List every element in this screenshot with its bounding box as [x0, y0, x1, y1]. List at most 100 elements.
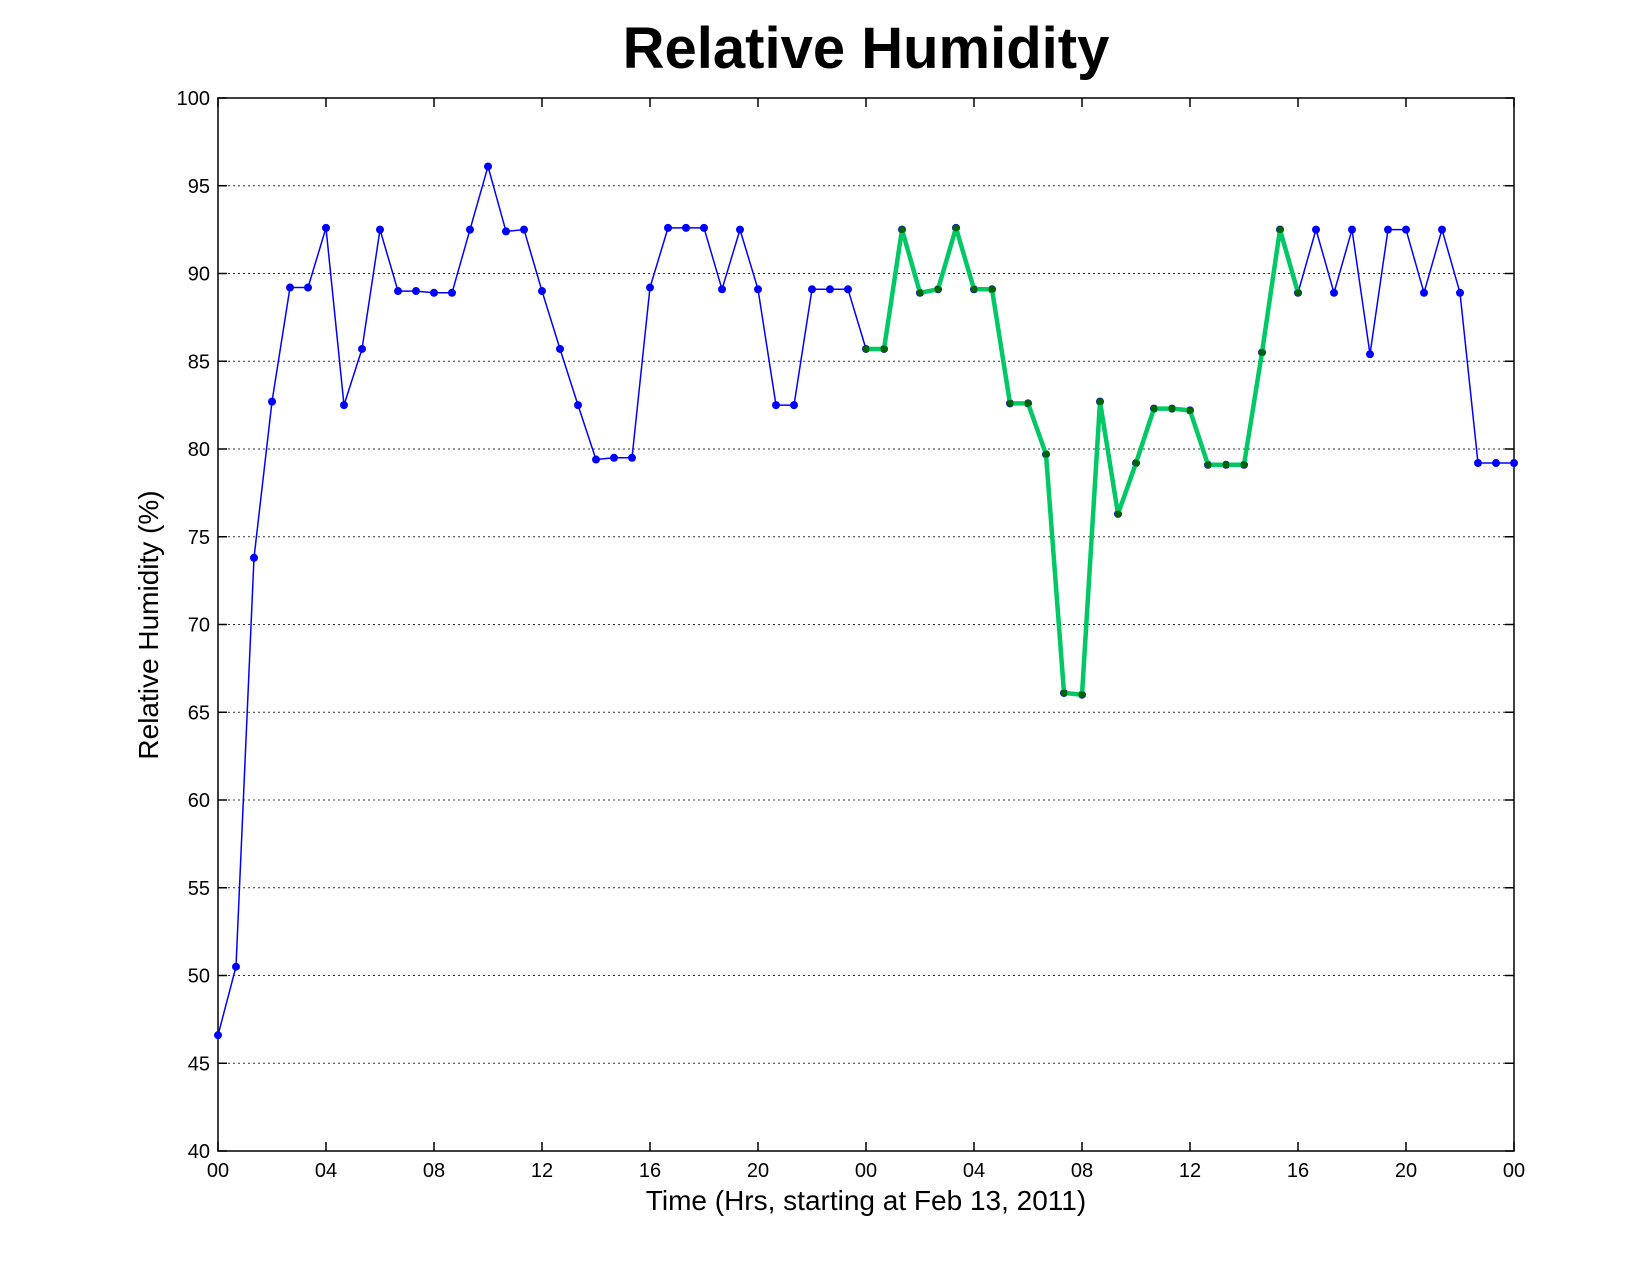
x-axis-label: Time (Hrs, starting at Feb 13, 2011) [646, 1185, 1086, 1216]
data-point [1384, 225, 1392, 234]
data-point [286, 283, 294, 292]
x-tick-label: 08 [423, 1160, 445, 1182]
data-point [1492, 459, 1500, 468]
data-point [1168, 405, 1176, 413]
data-point [592, 455, 600, 464]
data-point [340, 401, 348, 410]
axis-ticks: 40 45 50 55 60 65 70 75 80 85 90 95 100 00 04 08 12 16 20 0… [177, 88, 1526, 1182]
data-point [574, 401, 582, 410]
data-point [1510, 459, 1518, 468]
data-point [304, 283, 312, 292]
data-point [1240, 461, 1248, 469]
data-point [1024, 399, 1032, 407]
data-point [1222, 461, 1230, 469]
y-tick-label: 40 [188, 1141, 210, 1163]
data-point [250, 553, 258, 562]
data-point [394, 287, 402, 296]
x-tick-label: 20 [1395, 1160, 1417, 1182]
data-point [1096, 398, 1104, 406]
data-point [1006, 399, 1014, 407]
data-point [358, 344, 366, 353]
x-tick-label: 20 [747, 1160, 769, 1182]
data-point [268, 397, 276, 406]
x-tick-label: 16 [639, 1160, 661, 1182]
y-tick-label: 90 [188, 264, 210, 286]
data-point [1474, 459, 1482, 468]
data-point [790, 401, 798, 410]
y-tick-label: 100 [177, 88, 210, 110]
data-point [214, 1031, 222, 1040]
data-point [484, 162, 492, 171]
data-point [898, 226, 906, 234]
y-tick-label: 75 [188, 527, 210, 549]
y-tick-label: 65 [188, 702, 210, 724]
x-tick-label: 00 [855, 1160, 877, 1182]
data-point [322, 223, 330, 232]
data-point [862, 345, 870, 353]
x-tick-label: 08 [1071, 1160, 1093, 1182]
data-point [1348, 225, 1356, 234]
data-point [916, 289, 924, 297]
data-point [772, 401, 780, 410]
data-point [1330, 288, 1338, 297]
data-point [610, 453, 618, 462]
y-tick-label: 95 [188, 176, 210, 198]
data-point [826, 285, 834, 294]
data-point [1402, 225, 1410, 234]
x-tick-label: 16 [1287, 1160, 1309, 1182]
data-point [538, 287, 546, 296]
data-point [952, 224, 960, 232]
data-point [988, 285, 996, 293]
data-point [1366, 350, 1374, 359]
data-point [556, 344, 564, 353]
y-tick-label: 80 [188, 439, 210, 461]
data-point [1150, 405, 1158, 413]
data-point [1114, 510, 1122, 518]
data-point [1078, 691, 1086, 699]
data-point [754, 285, 762, 294]
data-point [970, 285, 978, 293]
data-point [1060, 689, 1068, 697]
data-point [1438, 225, 1446, 234]
data-point [430, 288, 438, 297]
grid-lines [218, 185, 1514, 1064]
data-point [1294, 289, 1302, 297]
data-point [1420, 288, 1428, 297]
y-tick-label: 45 [188, 1053, 210, 1075]
data-point [682, 223, 690, 232]
data-point [808, 285, 816, 294]
data-point [646, 283, 654, 292]
data-point [736, 225, 744, 234]
data-point [718, 285, 726, 294]
data-point [1042, 450, 1050, 458]
series-layer [214, 162, 1518, 1040]
data-point [844, 285, 852, 294]
data-point [466, 225, 474, 234]
y-tick-label: 85 [188, 351, 210, 373]
data-point [664, 223, 672, 232]
y-tick-label: 60 [188, 790, 210, 812]
data-point [1132, 459, 1140, 467]
x-tick-label: 04 [315, 1160, 337, 1182]
data-point [520, 225, 528, 234]
x-tick-label: 04 [963, 1160, 985, 1182]
data-point [1186, 406, 1194, 414]
data-point [1258, 348, 1266, 356]
data-point [1312, 225, 1320, 234]
y-tick-label: 50 [188, 966, 210, 988]
data-point [880, 345, 888, 353]
data-point [448, 288, 456, 297]
y-axis-label: Relative Humidity (%) [133, 490, 164, 759]
data-point [502, 227, 510, 236]
data-point [232, 962, 240, 971]
data-point [934, 285, 942, 293]
data-point [412, 287, 420, 296]
series-line [217, 165, 1514, 1036]
data-point [1456, 288, 1464, 297]
y-tick-label: 55 [188, 878, 210, 900]
data-point [700, 223, 708, 232]
x-tick-label: 00 [1503, 1160, 1525, 1182]
data-point [1204, 461, 1212, 469]
chart-title: Relative Humidity [623, 16, 1110, 81]
